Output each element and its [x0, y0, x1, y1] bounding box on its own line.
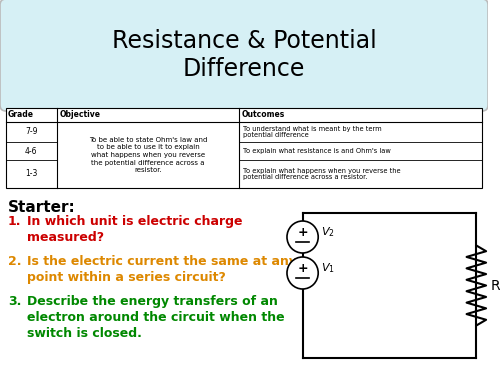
- Text: Grade: Grade: [8, 110, 34, 119]
- Text: Describe the energy transfers of an
electron around the circuit when the
switch : Describe the energy transfers of an elec…: [28, 295, 285, 340]
- Circle shape: [287, 257, 318, 289]
- Text: 1.: 1.: [8, 215, 22, 228]
- Text: 7-9: 7-9: [25, 128, 38, 136]
- Text: To be able to state Ohm's law and
to be able to use it to explain
what happens w: To be able to state Ohm's law and to be …: [88, 137, 207, 173]
- Text: To explain what resistance is and Ohm's law: To explain what resistance is and Ohm's …: [243, 148, 391, 154]
- Text: 4-6: 4-6: [25, 147, 38, 156]
- Text: Resistance & Potential
Difference: Resistance & Potential Difference: [112, 29, 376, 81]
- Text: Starter:: Starter:: [8, 200, 76, 215]
- Text: In which unit is electric charge
measured?: In which unit is electric charge measure…: [28, 215, 243, 244]
- Text: 3.: 3.: [8, 295, 21, 308]
- Text: 1-3: 1-3: [25, 170, 38, 178]
- Text: 2.: 2.: [8, 255, 22, 268]
- Text: +: +: [298, 225, 308, 238]
- Bar: [6, 108, 482, 188]
- Text: To explain what happens when you reverse the
potential difference across a resis: To explain what happens when you reverse…: [243, 168, 400, 180]
- FancyBboxPatch shape: [0, 0, 488, 111]
- Text: Is the electric current the same at any
point within a series circuit?: Is the electric current the same at any …: [28, 255, 297, 284]
- Text: To understand what is meant by the term
potential difference: To understand what is meant by the term …: [243, 126, 382, 138]
- Text: +: +: [298, 261, 308, 274]
- Text: $V_2$: $V_2$: [321, 225, 335, 239]
- Circle shape: [287, 221, 318, 253]
- Text: $V_1$: $V_1$: [321, 261, 335, 275]
- Text: R: R: [491, 279, 500, 292]
- Text: Objective: Objective: [60, 110, 100, 119]
- Text: Outcomes: Outcomes: [242, 110, 286, 119]
